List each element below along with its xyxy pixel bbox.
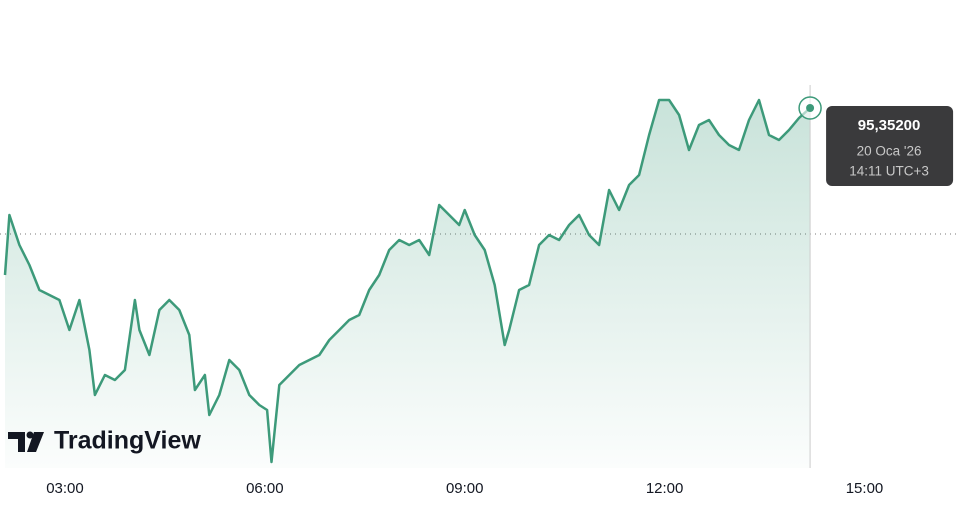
last-point [806,104,815,112]
x-tick-label: 15:00 [846,480,884,497]
tooltip [826,106,954,186]
watermark: TradingView [8,427,201,455]
tooltip-date: 20 Oca '26 [857,144,922,159]
x-tick-label: 06:00 [246,480,284,497]
price-line [3,98,811,464]
tooltip-value: 95,35200 [858,117,921,134]
watermark-text: TradingView [54,427,201,455]
area [5,100,811,468]
logo-icon [8,432,25,452]
x-tick-label: 03:00 [46,480,84,497]
x-tick-label: 12:00 [646,480,684,497]
logo-icon [27,432,44,452]
x-tick-label: 09:00 [446,480,484,497]
logo-icon [26,431,34,439]
tooltip-time: 14:11 UTC+3 [849,164,929,179]
